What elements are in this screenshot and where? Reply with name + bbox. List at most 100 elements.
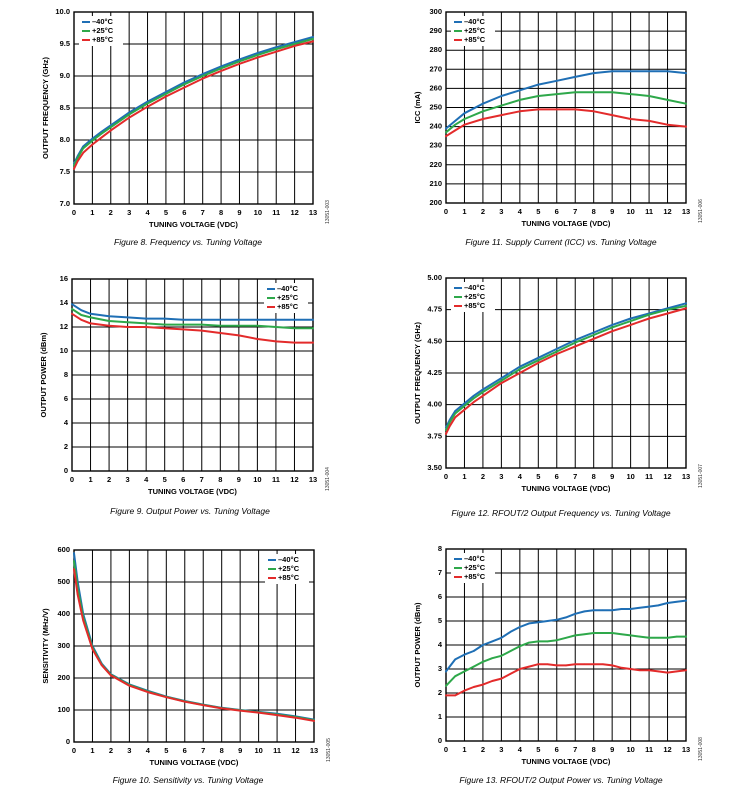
x-tick-label: 1	[90, 208, 94, 217]
data-point	[537, 621, 540, 623]
y-tick-label: 400	[57, 609, 70, 618]
data-point	[220, 70, 222, 72]
data-point	[685, 72, 687, 74]
plot-frame	[71, 278, 314, 472]
data-point	[537, 83, 540, 86]
data-point	[555, 350, 558, 353]
data-point	[89, 313, 92, 315]
figure-code: 13051-006	[698, 199, 704, 223]
data-point	[128, 684, 131, 687]
data-point	[648, 637, 650, 639]
y-tick-label: 16	[60, 274, 68, 283]
data-point	[312, 40, 314, 43]
data-point	[482, 661, 484, 663]
figure-caption: Figure 10. Sensitivity vs. Tuning Voltag…	[113, 775, 264, 785]
data-point	[639, 669, 641, 671]
data-point	[537, 359, 540, 362]
data-point	[555, 619, 558, 621]
data-point	[491, 657, 493, 659]
data-point	[500, 377, 503, 379]
y-tick-label: 5.00	[427, 273, 442, 282]
data-point	[629, 118, 632, 120]
x-tick-label: 2	[481, 745, 485, 754]
x-tick-label: 5	[163, 475, 167, 484]
series-points	[445, 663, 687, 697]
series-points	[445, 599, 687, 673]
series-line	[445, 307, 687, 435]
data-point	[183, 86, 186, 89]
data-point	[555, 664, 558, 667]
y-axis-label: OUTPUT FREQUENCY (GHz)	[413, 322, 422, 424]
legend-label: +25°C	[464, 292, 486, 301]
y-tick-label: 7.0	[60, 199, 70, 208]
data-point	[463, 670, 466, 673]
figure-code: 13051-004	[325, 467, 331, 491]
data-point	[555, 353, 558, 355]
data-point	[82, 619, 85, 622]
data-point	[76, 157, 79, 159]
series-line	[445, 108, 687, 138]
y-axis-label: OUTPUT FREQUENCY (GHz)	[41, 57, 50, 159]
data-point	[611, 326, 613, 329]
data-point	[685, 669, 687, 671]
series-points	[71, 313, 314, 344]
data-point	[293, 327, 296, 330]
data-point	[574, 108, 577, 111]
data-point	[620, 667, 623, 669]
y-tick-label: 2	[64, 442, 68, 451]
data-point	[574, 339, 577, 341]
y-tick-label: 290	[429, 26, 442, 35]
data-point	[80, 319, 83, 321]
data-point	[472, 665, 475, 668]
x-tick-label: 4	[146, 746, 151, 755]
data-point	[491, 680, 493, 682]
y-tick-label: 600	[57, 545, 70, 554]
data-point	[648, 669, 650, 671]
x-tick-label: 5	[164, 208, 168, 217]
y-tick-label: 2	[438, 688, 442, 697]
data-point	[611, 324, 613, 326]
data-point	[238, 325, 240, 327]
data-point	[147, 691, 149, 693]
series-line	[73, 568, 315, 722]
x-tick-label: 2	[109, 746, 113, 755]
y-tick-label: 1	[438, 712, 442, 721]
x-tick-label: 12	[663, 207, 671, 216]
plot-frame	[445, 277, 687, 469]
data-point	[611, 664, 613, 667]
data-point	[128, 111, 130, 114]
data-point	[463, 402, 466, 405]
data-point	[293, 45, 296, 47]
y-tick-label: 4.00	[427, 400, 442, 409]
x-tick-label: 9	[610, 745, 614, 754]
x-tick-label: 8	[218, 475, 222, 484]
data-point	[219, 332, 222, 334]
data-point	[519, 89, 521, 92]
x-tick-label: 7	[200, 475, 204, 484]
data-point	[238, 60, 241, 63]
data-point	[519, 645, 521, 647]
y-tick-label: 7.5	[60, 167, 70, 176]
data-point	[73, 560, 75, 562]
data-point	[574, 345, 577, 348]
data-point	[463, 408, 466, 411]
x-tick-label: 0	[444, 472, 448, 481]
data-point	[182, 323, 185, 326]
data-point	[565, 664, 567, 667]
data-point	[145, 317, 147, 320]
data-point	[592, 72, 595, 74]
data-point	[482, 391, 484, 393]
x-tick-label: 1	[90, 746, 94, 755]
legend-label: –40°C	[464, 554, 486, 563]
data-point	[592, 338, 595, 340]
data-point	[89, 316, 92, 319]
data-point	[312, 38, 314, 40]
data-point	[454, 123, 457, 126]
chart-2: 0 1 2 3 4 5 6 7 8 9 10 11 12 132002102202302402502602…	[413, 7, 704, 247]
data-point	[611, 91, 613, 94]
data-point	[555, 639, 558, 641]
series-points	[73, 560, 315, 722]
data-point	[238, 63, 241, 65]
data-point	[546, 620, 549, 622]
